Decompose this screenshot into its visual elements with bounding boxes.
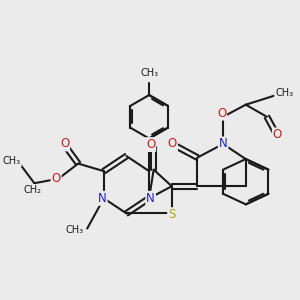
Text: CH₃: CH₃ bbox=[65, 225, 84, 235]
Text: O: O bbox=[52, 172, 61, 185]
Text: S: S bbox=[168, 208, 176, 221]
Text: N: N bbox=[98, 192, 107, 205]
Text: CH₂: CH₂ bbox=[24, 185, 42, 195]
Text: O: O bbox=[60, 137, 69, 151]
Text: N: N bbox=[219, 137, 227, 151]
Text: CH₃: CH₃ bbox=[3, 157, 21, 166]
Text: CH₃: CH₃ bbox=[140, 68, 158, 78]
Text: O: O bbox=[146, 138, 155, 151]
Text: N: N bbox=[146, 192, 155, 205]
Text: CH₃: CH₃ bbox=[275, 88, 293, 98]
Text: O: O bbox=[273, 128, 282, 141]
Text: O: O bbox=[168, 137, 177, 151]
Text: O: O bbox=[217, 107, 226, 120]
